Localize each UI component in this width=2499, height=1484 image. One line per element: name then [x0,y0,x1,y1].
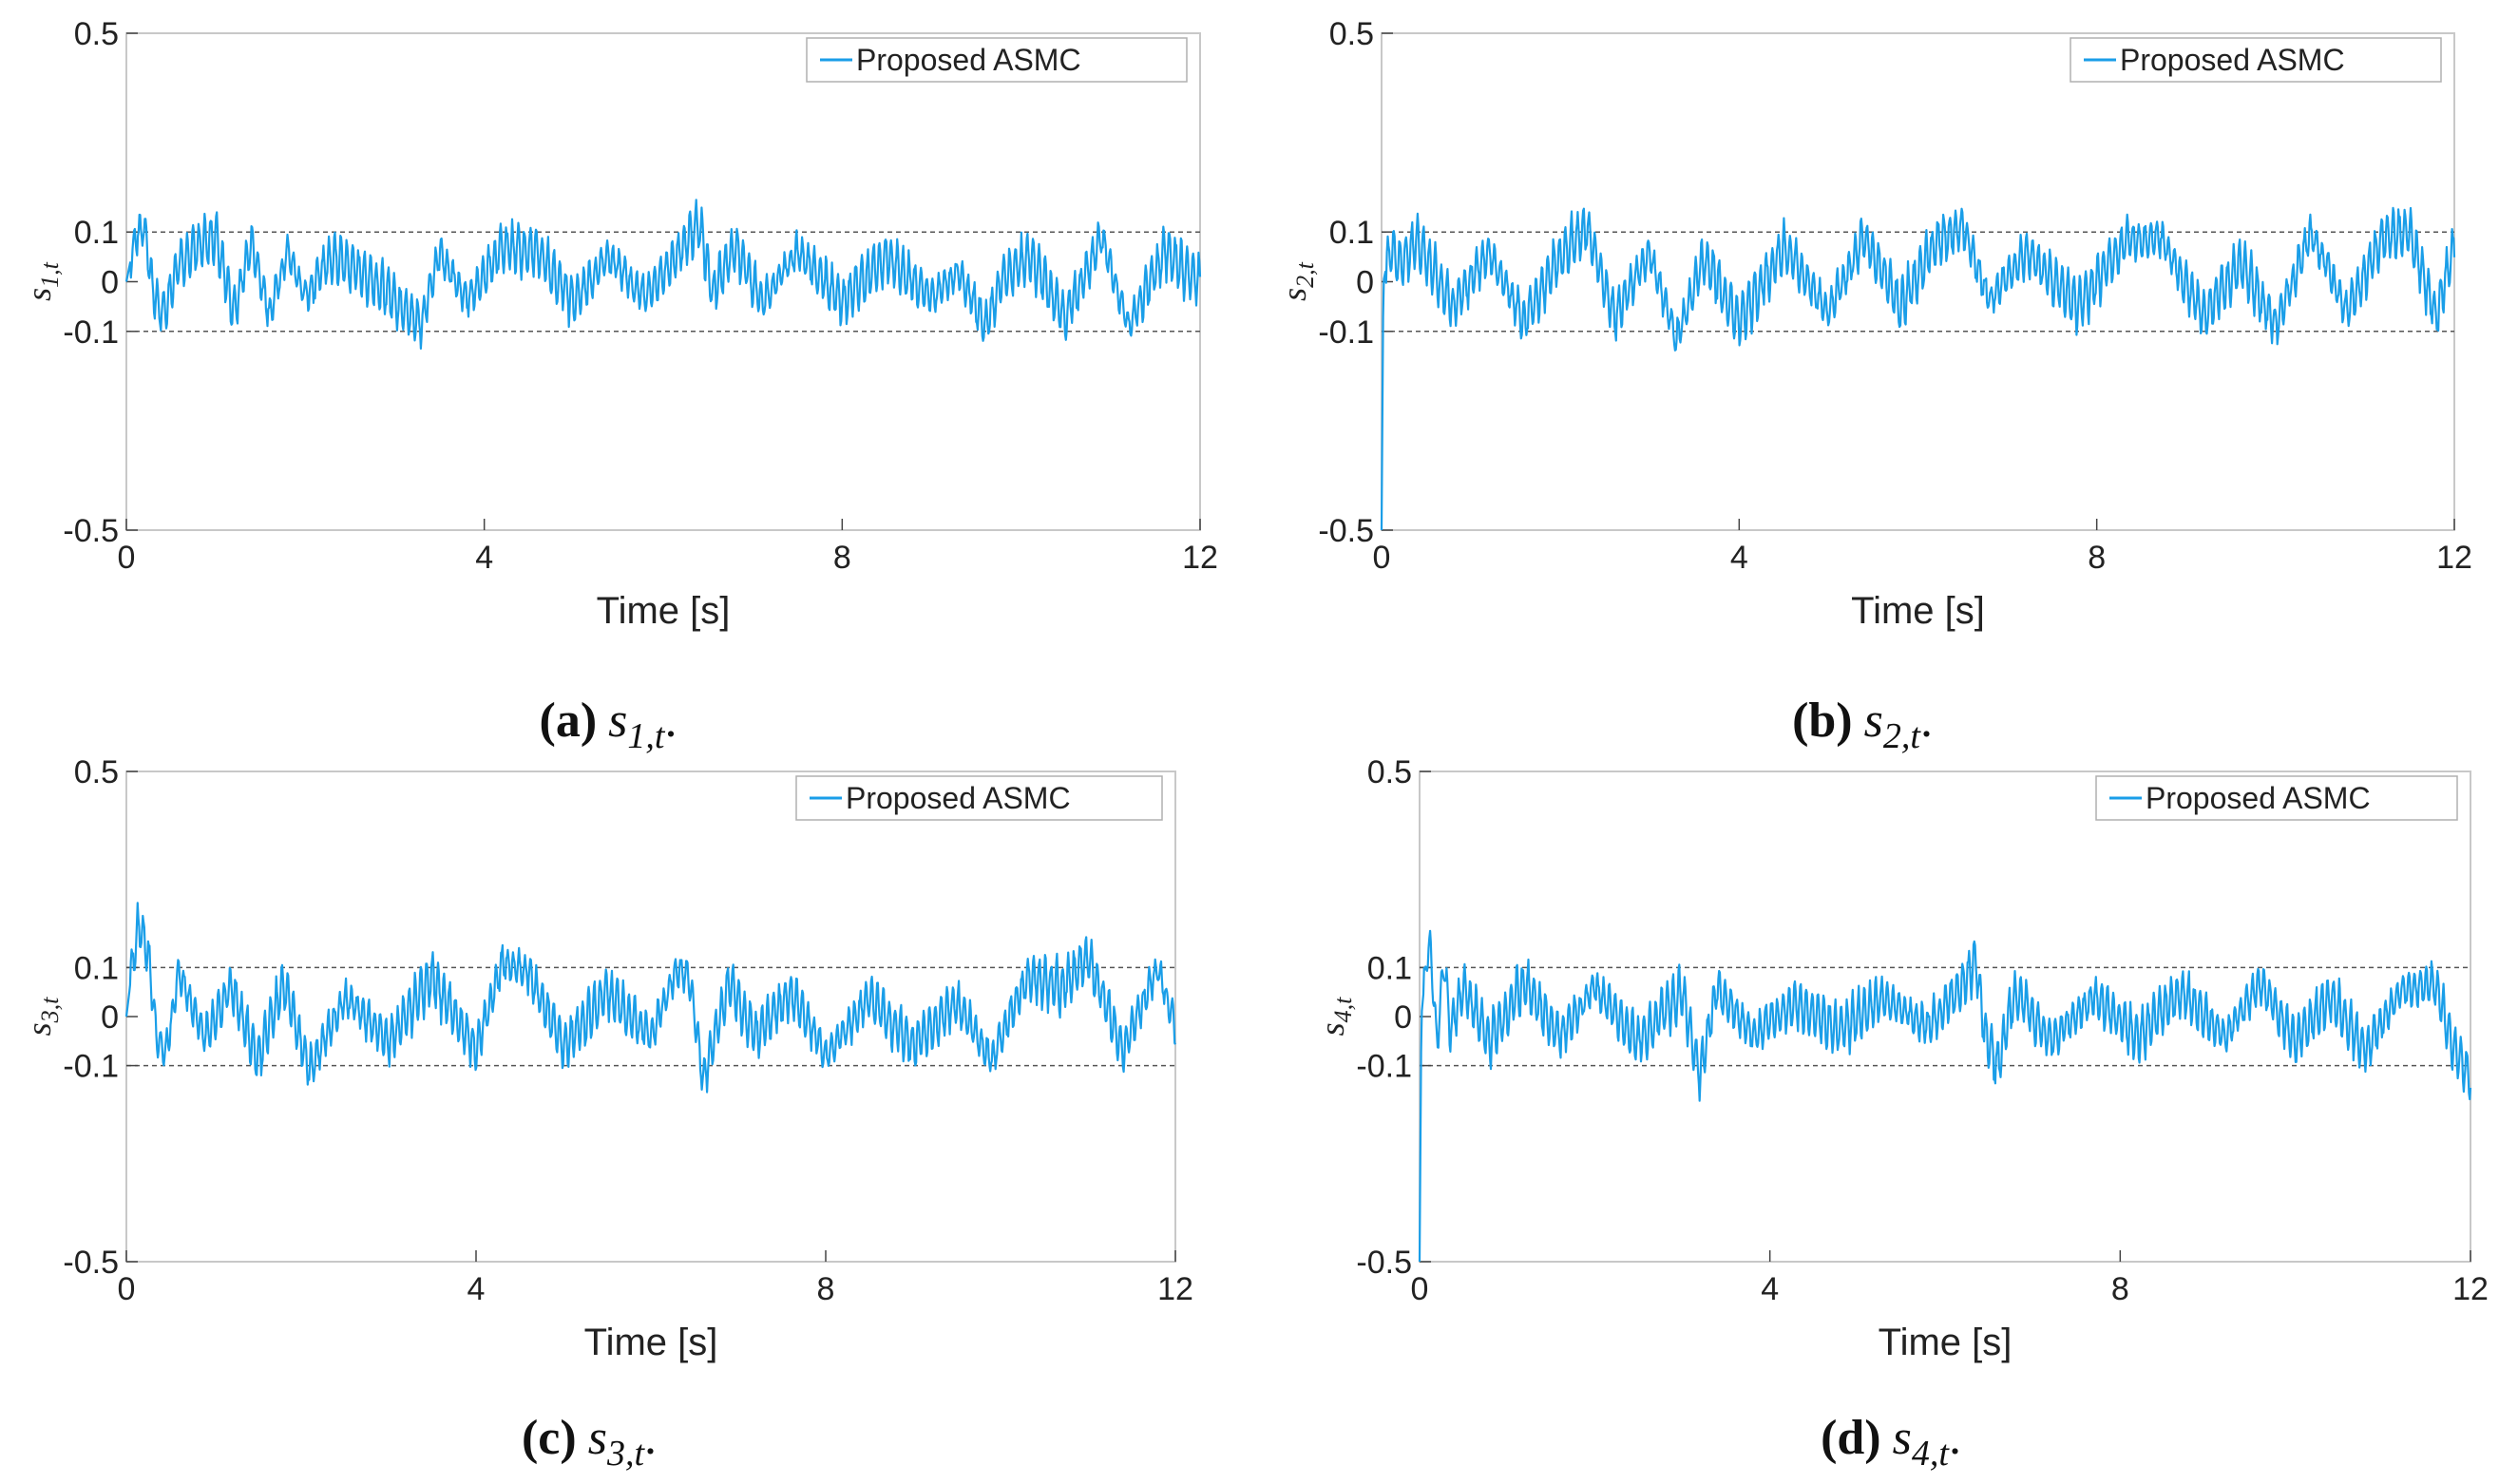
legend-label: Proposed ASMC [2146,781,2371,815]
legend [2070,37,2442,83]
y-tick-label: -0.5 [1356,1245,1412,1281]
caption-symbol: s [588,1411,607,1465]
y-axis-symbol: s [1275,288,1313,301]
x-tick-label: 8 [833,540,851,576]
caption-subscript: 2,t [1883,716,1922,756]
y-tick-label: 0 [101,999,119,1036]
legend [806,37,1188,83]
y-axis-label: s2,t [1275,261,1319,301]
caption-suffix: . [644,1411,657,1465]
caption-label: (b) [1792,694,1853,748]
y-tick-label: 0 [1394,999,1412,1036]
x-tick-label: 4 [467,1271,486,1307]
caption-symbol: s [1893,1411,1912,1465]
x-tick-label: 0 [1373,540,1391,576]
x-axis-label: Time [s] [1879,1322,2013,1363]
y-tick-label: 0.1 [74,215,119,251]
panel-caption: (b) s2,t. [1792,694,1933,756]
y-tick-label: -0.1 [63,1049,119,1085]
panel-caption: (d) s4,t. [1821,1411,1961,1474]
y-axis-label: s4,t [1313,997,1357,1037]
y-tick-label: -0.5 [1318,513,1374,549]
x-tick-label: 8 [2111,1271,2129,1307]
y-tick-label: 0.1 [74,950,119,986]
y-tick-label: 0.5 [74,754,119,790]
x-tick-label: 8 [817,1271,835,1307]
y-axis-subscript: 3,t [36,997,64,1024]
y-tick-label: -0.1 [1356,1049,1412,1085]
caption-subscript: 3,t [606,1434,646,1474]
y-tick-label: -0.5 [63,513,119,549]
x-tick-label: 12 [1182,540,1218,576]
y-axis-label: s3,t [20,997,64,1037]
y-axis-symbol: s [1313,1022,1351,1036]
caption-label: (a) [540,694,598,748]
series-line-proposed-asmc [124,902,1176,1094]
y-axis-subscript: 1,t [36,261,64,288]
y-tick-label: 0.5 [74,16,119,52]
plot-area [1419,771,2471,1263]
y-tick-label: 0.1 [1367,950,1412,986]
legend-label: Proposed ASMC [856,43,1081,77]
y-axis-symbol: s [20,1022,58,1036]
caption-suffix: . [1920,694,1933,748]
y-tick-label: 0 [101,265,119,301]
series-line-proposed-asmc [1418,929,2472,1263]
x-tick-label: 4 [475,540,493,576]
x-tick-label: 12 [2436,540,2472,576]
caption-suffix: . [664,694,677,748]
caption-subscript: 1,t [627,716,666,756]
x-axis-label: Time [s] [584,1322,718,1363]
caption-suffix: . [1949,1411,1961,1465]
x-tick-label: 0 [118,1271,136,1307]
caption-symbol: s [1864,694,1883,748]
caption-label: (c) [522,1411,577,1465]
x-axis-label: Time [s] [597,590,731,632]
plot-area [125,771,1176,1263]
series-line-proposed-asmc [1380,206,2456,531]
x-tick-label: 4 [1761,1271,1779,1307]
y-axis-label: s1,t [20,261,64,301]
x-tick-label: 12 [1157,1271,1193,1307]
y-tick-label: 0.1 [1329,215,1374,251]
legend [795,775,1163,821]
legend-label: Proposed ASMC [846,781,1071,815]
x-tick-label: 0 [1411,1271,1429,1307]
panel-caption: (a) s1,t. [540,694,677,756]
caption-subscript: 4,t [1912,1434,1951,1474]
y-tick-label: -0.1 [63,314,119,351]
y-axis-subscript: 4,t [1329,997,1357,1023]
x-tick-label: 0 [118,540,136,576]
x-axis-label: Time [s] [1851,590,1985,632]
panel-caption: (c) s3,t. [522,1411,657,1474]
legend [2095,775,2458,821]
caption-label: (d) [1821,1411,1881,1465]
x-tick-label: 8 [2088,540,2106,576]
y-axis-symbol: s [20,288,58,301]
y-axis-subscript: 2,t [1291,261,1319,288]
y-tick-label: 0.5 [1329,16,1374,52]
y-tick-label: 0 [1356,265,1374,301]
y-tick-label: 0.5 [1367,754,1412,790]
legend-label: Proposed ASMC [2120,43,2345,77]
x-tick-label: 12 [2452,1271,2489,1307]
y-tick-label: -0.1 [1318,314,1374,351]
x-tick-label: 4 [1730,540,1748,576]
series-line-proposed-asmc [124,199,1202,350]
y-tick-label: -0.5 [63,1245,119,1281]
caption-symbol: s [608,694,627,748]
